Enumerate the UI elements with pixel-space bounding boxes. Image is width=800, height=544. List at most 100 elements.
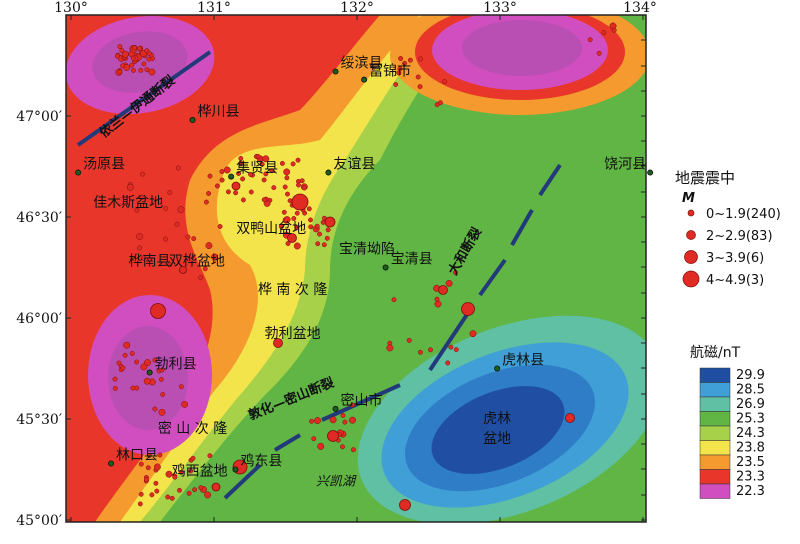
epicenter-132 bbox=[192, 487, 198, 493]
epicenter-97 bbox=[283, 216, 291, 224]
lon-label-130: 130° bbox=[54, 0, 88, 16]
epicenter-158 bbox=[144, 477, 149, 483]
epicenter-62 bbox=[285, 191, 290, 197]
place-11: 林口县 bbox=[108, 447, 158, 467]
epicenter-200 bbox=[174, 221, 180, 227]
epicenter-211 bbox=[214, 183, 220, 189]
epicenter-220 bbox=[445, 360, 451, 366]
place-7: 宝清县 bbox=[382, 252, 433, 271]
epicenter-76 bbox=[255, 153, 261, 159]
epicenter-109 bbox=[112, 385, 118, 391]
epicenter-148 bbox=[137, 501, 143, 507]
epicenter-25 bbox=[148, 68, 156, 76]
epicenter-176 bbox=[415, 74, 421, 80]
epicenter-96 bbox=[308, 217, 313, 223]
epicenter-206 bbox=[203, 199, 209, 205]
colorbar-label: 25.3 bbox=[736, 412, 765, 427]
epicenter-246 bbox=[211, 482, 221, 492]
epicenter-217 bbox=[453, 347, 459, 353]
lon-tick-132: 132° bbox=[340, 0, 374, 522]
lon-label-133: 133° bbox=[483, 0, 517, 16]
legend-marker bbox=[686, 230, 696, 240]
lon-tick-131: 131° bbox=[197, 0, 231, 522]
epicenter-65 bbox=[301, 185, 307, 191]
epicenter-44 bbox=[137, 45, 142, 51]
lat-tick-4600: 46°00′ bbox=[16, 311, 646, 327]
epicenter-43 bbox=[119, 48, 125, 54]
epicenter-189 bbox=[205, 242, 213, 250]
epicenter-48 bbox=[282, 184, 288, 190]
epicenter-216 bbox=[177, 206, 185, 214]
epicenter-214 bbox=[185, 234, 191, 240]
place-marker bbox=[647, 169, 654, 176]
place-marker bbox=[75, 169, 82, 176]
epicenter-232 bbox=[601, 30, 607, 36]
legend-items: 0~1.9(240) 2~2.9(83) 3~3.9(6) 4~4.9(3) bbox=[682, 207, 781, 288]
colorbar-stop-1: 28.5 bbox=[699, 382, 765, 398]
place-marker bbox=[232, 466, 239, 473]
epicenter-123 bbox=[122, 352, 128, 358]
place-label: 宝清县 bbox=[391, 252, 433, 268]
epicenter-57 bbox=[261, 177, 267, 183]
region-label-1: 双鸭山盆地 bbox=[236, 221, 306, 237]
epicenter-210 bbox=[163, 206, 169, 211]
lat-label-4600: 46°00′ bbox=[16, 311, 62, 327]
epicenter-226 bbox=[445, 279, 453, 287]
colorbar-swatch bbox=[699, 483, 731, 499]
epicenter-66 bbox=[279, 160, 285, 166]
colorbar-label: 24.3 bbox=[736, 426, 765, 441]
epicenter-143 bbox=[165, 470, 173, 478]
epicenter-67 bbox=[269, 168, 275, 174]
legend-marker bbox=[684, 250, 698, 264]
region-label-4: 双桦盆地 bbox=[169, 253, 225, 269]
epicenter-54 bbox=[240, 197, 246, 203]
epicenter-114 bbox=[152, 406, 158, 412]
epicenter-86 bbox=[281, 209, 287, 215]
epicenter-204 bbox=[139, 194, 145, 200]
colorbar-swatch bbox=[699, 469, 731, 485]
epicenter-223 bbox=[434, 296, 440, 302]
colorbar-stop-2: 26.9 bbox=[699, 396, 765, 412]
epicenter-73 bbox=[261, 197, 267, 203]
epicenter-244 bbox=[438, 285, 448, 295]
place-label: 鸡东县 bbox=[240, 453, 282, 470]
region-label-3: 桦南县 bbox=[129, 253, 171, 269]
epicenter-212 bbox=[223, 166, 231, 174]
region-label-5: 桦 南 次 隆 bbox=[258, 282, 327, 298]
epicenter-191 bbox=[202, 266, 208, 272]
epicenter-207 bbox=[139, 171, 145, 177]
epicenter-61 bbox=[271, 185, 277, 191]
epicenter-227 bbox=[428, 347, 433, 353]
epicenter-162 bbox=[309, 418, 314, 424]
epicenter-144 bbox=[149, 492, 155, 498]
epicenter-165 bbox=[311, 436, 317, 442]
epicenter-199 bbox=[211, 253, 218, 261]
place-marker bbox=[325, 169, 332, 176]
epicenter-124 bbox=[120, 365, 126, 371]
epicenter-70 bbox=[248, 189, 254, 195]
epicenter-247 bbox=[231, 181, 241, 191]
epicenter-197 bbox=[219, 169, 225, 175]
epicenter-98 bbox=[315, 241, 321, 247]
epicenter-164 bbox=[350, 447, 356, 453]
lake-label: 兴凯湖 bbox=[316, 475, 357, 490]
epicenter-193 bbox=[198, 275, 204, 280]
place-label: 林口县 bbox=[116, 447, 158, 463]
epicenter-168 bbox=[350, 402, 355, 408]
colorbar-swatch bbox=[699, 454, 731, 470]
epicenter-37 bbox=[144, 48, 150, 54]
lat-label-4630: 46°30′ bbox=[16, 210, 62, 226]
epicenter-248 bbox=[287, 233, 297, 243]
epicenter-152 bbox=[146, 453, 152, 459]
place-label: 汤原县 bbox=[83, 157, 125, 173]
epicenter-85 bbox=[324, 235, 330, 241]
epicenter-69 bbox=[259, 161, 265, 167]
epicenter-45 bbox=[240, 176, 246, 182]
legend-label: 4~4.9(3) bbox=[706, 273, 764, 288]
fault-dunhua-mishan bbox=[223, 463, 262, 500]
colorbar-stop-3: 25.3 bbox=[699, 411, 765, 427]
place-10: 密山市 bbox=[332, 392, 383, 412]
place-marker bbox=[228, 173, 235, 180]
place-label: 饶河县 bbox=[604, 157, 646, 173]
